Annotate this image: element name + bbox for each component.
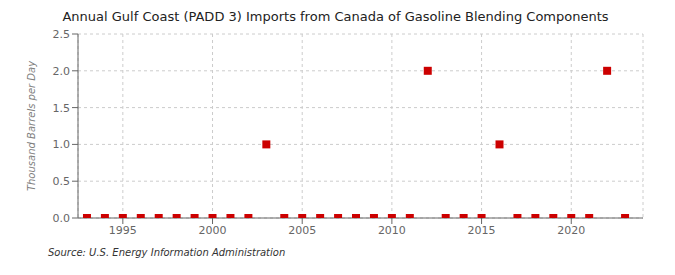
html-text:Annual Gulf Coast (PADD 3) Imp: Annual Gulf Coast (PADD 3) Imports from … bbox=[62, 9, 609, 24]
svg-text:2020: 2020 bbox=[557, 224, 585, 237]
svg-text:1.0: 1.0 bbox=[53, 138, 71, 151]
svg-text:1.5: 1.5 bbox=[53, 102, 71, 115]
svg-text:2015: 2015 bbox=[468, 224, 496, 237]
svg-text:0.5: 0.5 bbox=[53, 175, 71, 188]
svg-text:2010: 2010 bbox=[378, 224, 406, 237]
svg-text:2000: 2000 bbox=[199, 224, 227, 237]
svg-text:2.0: 2.0 bbox=[53, 65, 71, 78]
svg-text:0.0: 0.0 bbox=[53, 212, 71, 225]
svg-text:1995: 1995 bbox=[109, 224, 137, 237]
svg-text:Thousand Barrels per Day: Thousand Barrels per Day bbox=[26, 60, 37, 191]
svg-text:2005: 2005 bbox=[288, 224, 316, 237]
html-text:Source: U.S. Energy Informatio: Source: U.S. Energy Information Administ… bbox=[48, 247, 286, 258]
svg-text:2.5: 2.5 bbox=[53, 28, 71, 41]
